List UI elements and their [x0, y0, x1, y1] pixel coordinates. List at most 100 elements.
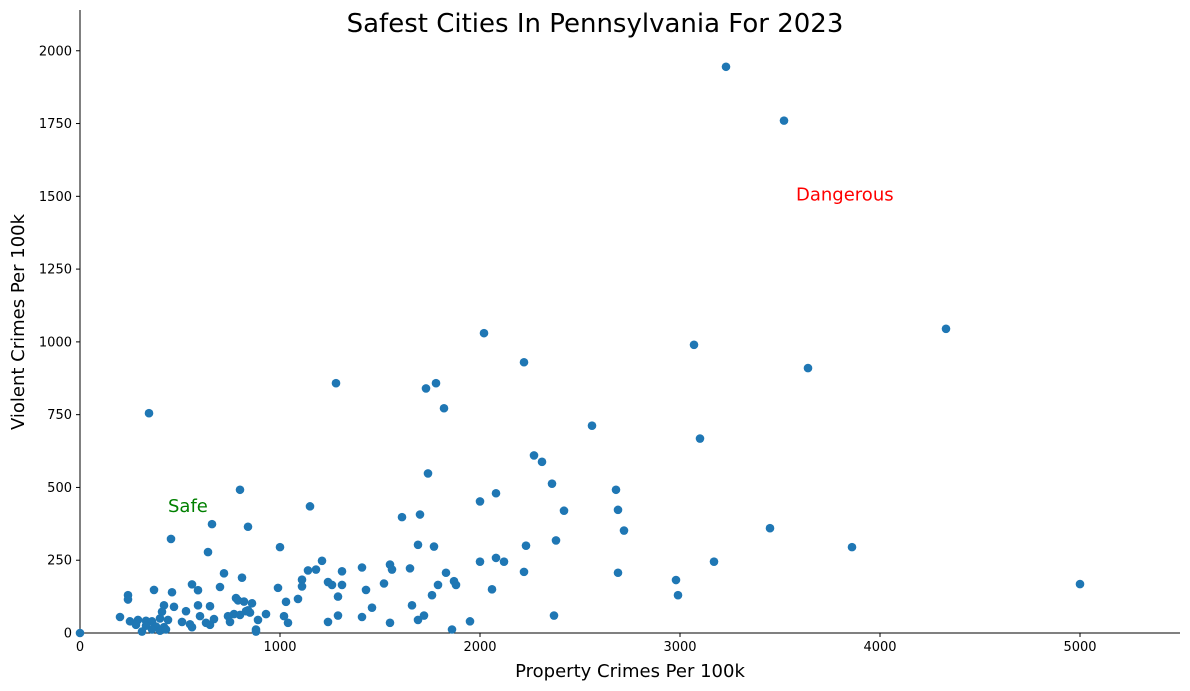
data-point [333, 592, 343, 601]
data-point [433, 580, 443, 590]
data-point [187, 580, 197, 589]
data-point [237, 573, 247, 582]
x-tick-label: 3000 [663, 640, 696, 655]
data-point [305, 502, 315, 511]
data-point [407, 601, 417, 610]
data-point [721, 62, 731, 72]
data-point [75, 628, 85, 638]
data-point [499, 557, 509, 566]
data-point [689, 340, 699, 350]
y-tick-label: 1250 [39, 263, 72, 278]
data-point [475, 497, 485, 506]
data-point [357, 563, 367, 572]
data-point [247, 599, 257, 608]
data-point [431, 378, 441, 388]
data-point [361, 585, 371, 595]
y-axis-label: Violent Crimes Per 100k [8, 213, 29, 430]
data-point [279, 611, 289, 621]
data-point [155, 614, 165, 623]
data-point [193, 585, 203, 595]
data-point [847, 542, 857, 552]
data-point [479, 328, 489, 338]
data-point [519, 357, 529, 367]
data-point [181, 606, 191, 616]
x-tick-label: 1000 [263, 640, 296, 655]
data-point [261, 609, 271, 619]
data-point [219, 569, 229, 578]
y-tick-label: 750 [47, 408, 72, 423]
data-point [203, 547, 213, 557]
data-point [779, 116, 789, 125]
data-points [75, 62, 1085, 638]
data-point [239, 597, 249, 606]
data-point [303, 566, 313, 575]
data-point [281, 597, 291, 607]
data-point [419, 611, 429, 620]
data-point [115, 612, 125, 622]
data-point [327, 580, 337, 590]
data-point [193, 601, 203, 610]
data-point [427, 590, 437, 600]
data-point [333, 611, 343, 620]
data-point [405, 564, 415, 573]
data-point [283, 618, 293, 628]
data-point [387, 565, 397, 574]
data-point [611, 485, 621, 495]
chart-title: Safest Cities In Pennsylvania For 2023 [347, 9, 844, 39]
data-point [123, 595, 133, 604]
data-point [709, 557, 719, 566]
y-tick-label: 1000 [39, 335, 72, 350]
data-point [137, 627, 147, 636]
data-point [167, 587, 177, 597]
data-point [297, 582, 307, 591]
annotation-safe: Safe [168, 496, 208, 517]
data-point [205, 601, 215, 611]
annotation-dangerous: Dangerous [796, 185, 894, 206]
data-point [357, 612, 367, 622]
y-tick-label: 0 [64, 627, 72, 642]
data-point [673, 590, 683, 600]
data-point [487, 585, 497, 594]
axes: 0 1000 2000 3000 4000 5000 0 250 500 750 1000 1250 1… [39, 10, 1180, 655]
y-tick-label: 2000 [39, 44, 72, 59]
data-point [293, 594, 303, 604]
data-point [337, 566, 347, 576]
data-point [177, 617, 187, 627]
data-point [415, 510, 425, 519]
data-point [225, 617, 235, 627]
data-point [549, 611, 559, 620]
data-point [475, 557, 485, 566]
data-point [491, 553, 501, 563]
data-point [147, 625, 157, 634]
data-point [253, 615, 263, 625]
data-point [163, 615, 173, 625]
y-tick-label: 250 [47, 554, 72, 569]
data-point [311, 565, 321, 574]
data-point [465, 617, 475, 626]
data-point [529, 451, 539, 460]
data-point [243, 522, 253, 532]
data-point [551, 536, 561, 545]
data-point [397, 512, 407, 522]
data-point [613, 568, 623, 578]
data-point [803, 363, 813, 373]
data-point [695, 434, 705, 443]
data-point [337, 580, 347, 590]
data-point [379, 579, 389, 588]
annotations: Safe Dangerous [168, 185, 894, 517]
data-point [429, 542, 439, 551]
data-point [439, 403, 449, 413]
data-point [169, 602, 179, 612]
data-point [1075, 579, 1085, 589]
data-point [547, 479, 557, 488]
data-point [941, 324, 951, 334]
data-point [131, 620, 141, 630]
data-point [587, 421, 597, 431]
data-point [273, 583, 283, 593]
data-point [385, 618, 395, 628]
data-point [207, 519, 217, 529]
data-point [491, 488, 501, 498]
data-point [157, 607, 167, 617]
y-tick-label: 1750 [39, 117, 72, 132]
